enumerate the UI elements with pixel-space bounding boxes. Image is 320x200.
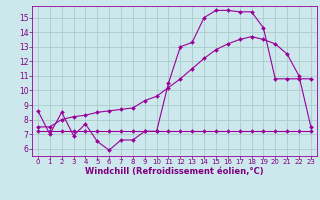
X-axis label: Windchill (Refroidissement éolien,°C): Windchill (Refroidissement éolien,°C) bbox=[85, 167, 264, 176]
